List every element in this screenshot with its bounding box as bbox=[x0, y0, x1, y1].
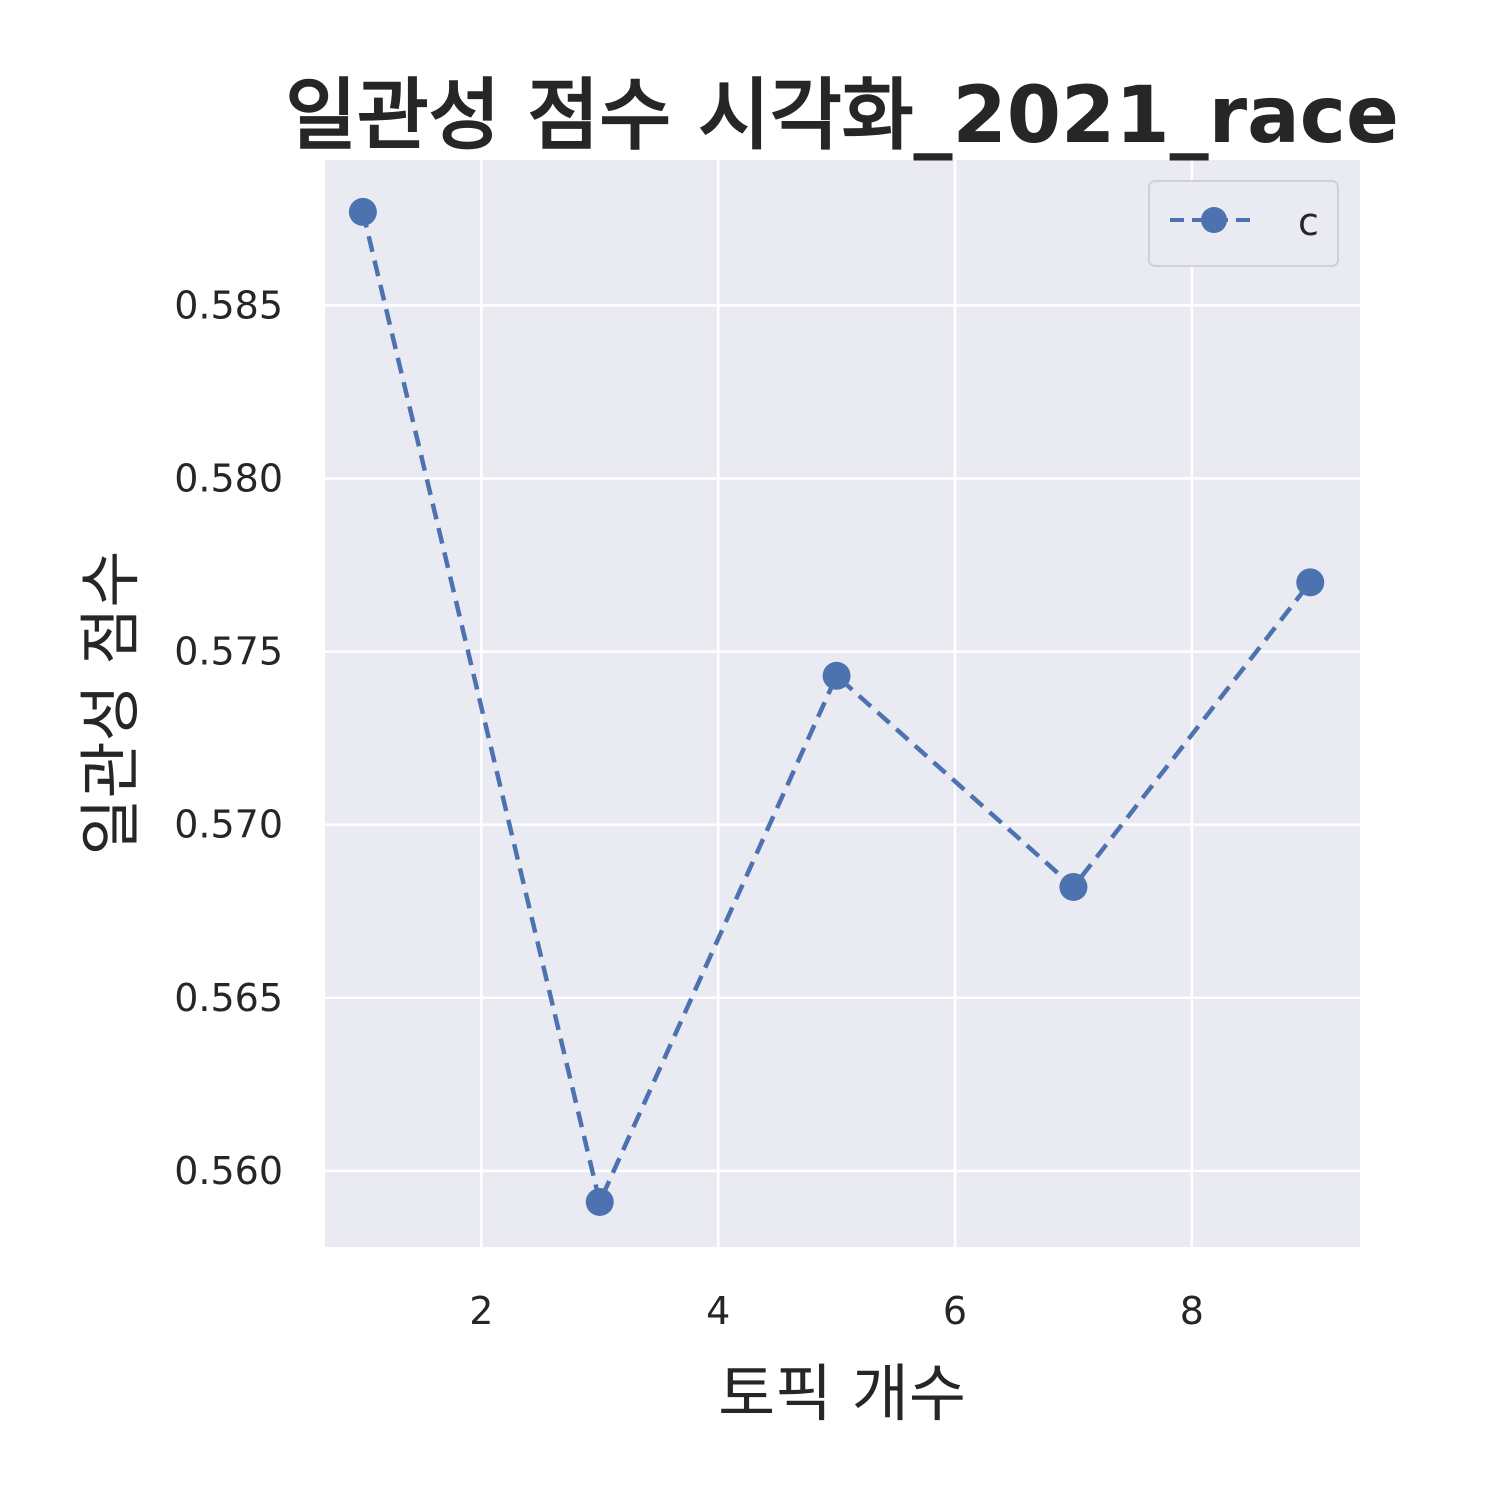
y-tick-label: 0.580 bbox=[174, 456, 283, 500]
data-point bbox=[348, 197, 377, 226]
plot-area bbox=[325, 160, 1360, 1247]
data-point bbox=[585, 1187, 614, 1216]
y-tick-label: 0.565 bbox=[174, 976, 283, 1020]
legend-marker bbox=[1201, 207, 1227, 233]
data-point bbox=[822, 661, 851, 690]
x-tick-label: 4 bbox=[706, 1289, 730, 1333]
x-axis-label: 토픽 개수 bbox=[718, 1357, 966, 1430]
chart-title: 일관성 점수 시각화_2021_race bbox=[285, 71, 1399, 161]
x-tick-label: 6 bbox=[943, 1289, 967, 1333]
y-tick-label: 0.560 bbox=[174, 1149, 283, 1193]
series-c bbox=[348, 197, 1325, 1216]
y-tick-label: 0.575 bbox=[174, 630, 283, 674]
y-tick-labels: 0.560 0.565 0.570 0.575 0.580 0.585 bbox=[174, 283, 283, 1192]
legend-label: c bbox=[1298, 200, 1319, 244]
y-axis-label: 일관성 점수 bbox=[74, 551, 147, 856]
x-tick-label: 8 bbox=[1180, 1289, 1204, 1333]
data-point bbox=[1296, 568, 1325, 597]
gridlines bbox=[325, 160, 1360, 1247]
legend-box bbox=[1148, 180, 1339, 267]
series-line bbox=[360, 211, 1313, 1209]
data-point bbox=[1059, 872, 1088, 901]
legend: c bbox=[1148, 180, 1339, 267]
x-tick-label: 2 bbox=[469, 1289, 493, 1333]
x-tick-labels: 2 4 6 8 bbox=[469, 1289, 1204, 1333]
y-tick-label: 0.570 bbox=[174, 803, 283, 847]
y-tick-label: 0.585 bbox=[174, 283, 283, 327]
